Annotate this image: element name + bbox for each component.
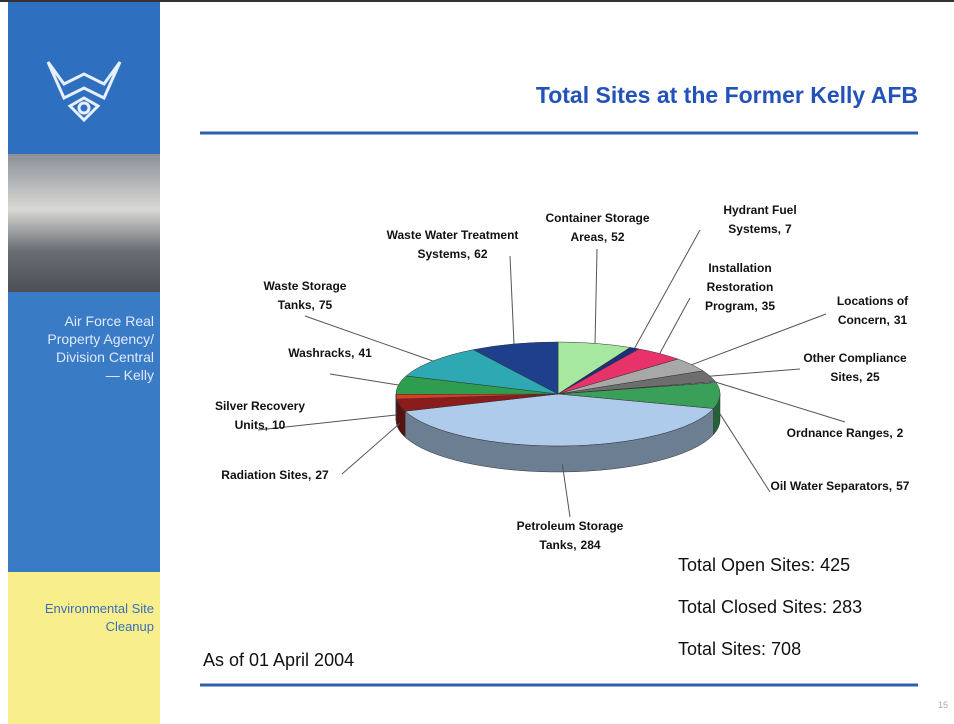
page-number: 15	[938, 700, 948, 710]
data-label: Washracks, 41	[265, 344, 395, 363]
leader-line	[330, 374, 398, 385]
summary-closed: Total Closed Sites: 283	[678, 597, 862, 618]
data-label: Ordnance Ranges, 2	[765, 424, 925, 443]
category-label: Radiation Sites,	[221, 468, 311, 482]
category-label: Ordnance Ranges,	[787, 426, 893, 440]
category-label: Petroleum Storage Tanks,	[517, 519, 624, 552]
note: As of 01 April 2004	[203, 650, 354, 671]
data-label: Container Storage Areas,52	[530, 209, 665, 247]
category-label: Washracks,	[288, 346, 354, 360]
slide: Air Force Real Property Agency/ Division…	[0, 0, 954, 724]
value-label: 35	[762, 299, 775, 313]
value-label: 2	[897, 426, 904, 440]
data-label: Installation Restoration Program,35	[680, 259, 800, 316]
category-label: Other Compliance Sites,	[803, 351, 906, 384]
value-label: 57	[896, 479, 909, 493]
value-label: 75	[319, 298, 332, 312]
data-label: Hydrant Fuel Systems,7	[700, 201, 820, 239]
data-label: Silver Recovery Units,10	[190, 397, 330, 435]
value-label: 284	[581, 538, 601, 552]
data-label: Waste Water Treatment Systems,62	[385, 226, 520, 264]
value-label: 52	[611, 230, 624, 244]
value-label: 62	[474, 247, 487, 261]
leader-line	[510, 256, 514, 344]
category-label: Oil Water Separators,	[771, 479, 893, 493]
category-label: Container Storage Areas,	[545, 211, 649, 244]
value-label: 7	[785, 222, 792, 236]
data-label: Radiation Sites, 27	[195, 466, 355, 485]
value-label: 31	[894, 313, 907, 327]
category-label: Waste Storage Tanks,	[264, 279, 347, 312]
data-label: Waste Storage Tanks,75	[240, 277, 370, 315]
value-label: 27	[315, 468, 328, 482]
data-label: Oil Water Separators,57	[770, 477, 910, 496]
leader-line	[716, 382, 845, 422]
category-label: Silver Recovery Units,	[215, 399, 305, 432]
value-label: 10	[272, 418, 285, 432]
data-label: Petroleum Storage Tanks,284	[500, 517, 640, 555]
summary-open: Total Open Sites: 425	[678, 555, 850, 576]
leader-line	[720, 414, 770, 492]
data-label: Other Compliance Sites,25	[780, 349, 930, 387]
data-label: Locations of Concern,31	[815, 292, 930, 330]
leader-line	[595, 249, 597, 343]
category-label: Waste Water Treatment Systems,	[387, 228, 519, 261]
summary-total: Total Sites: 708	[678, 639, 801, 660]
value-label: 41	[358, 346, 371, 360]
value-label: 25	[866, 370, 879, 384]
